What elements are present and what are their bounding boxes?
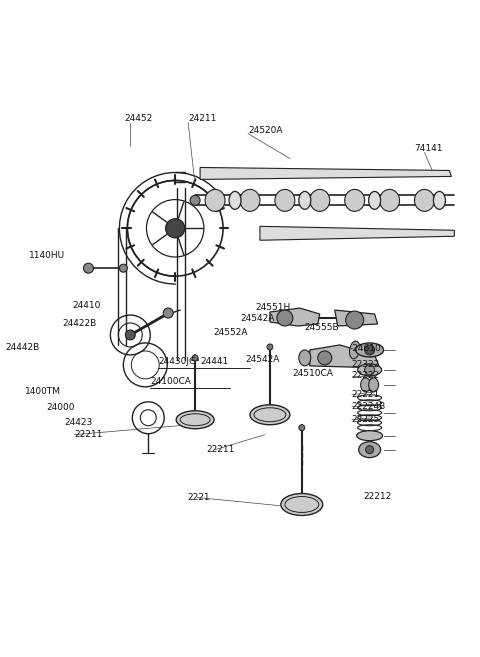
Polygon shape — [260, 226, 455, 240]
Text: 24442B: 24442B — [6, 344, 40, 352]
Ellipse shape — [357, 431, 383, 441]
Ellipse shape — [205, 189, 225, 212]
Ellipse shape — [299, 191, 311, 210]
Circle shape — [84, 263, 94, 273]
Circle shape — [190, 195, 200, 206]
Ellipse shape — [358, 364, 382, 376]
Text: 24542A: 24542A — [245, 355, 279, 365]
Polygon shape — [335, 310, 378, 326]
Text: 22225: 22225 — [352, 415, 380, 424]
Ellipse shape — [345, 189, 365, 212]
Text: 24430JC: 24430JC — [158, 357, 195, 367]
Ellipse shape — [229, 191, 241, 210]
Circle shape — [346, 311, 364, 329]
Text: 24520A: 24520A — [248, 126, 282, 135]
Circle shape — [166, 219, 185, 238]
Circle shape — [192, 355, 198, 361]
Circle shape — [120, 264, 127, 272]
Text: 24211: 24211 — [188, 114, 216, 123]
Text: -24610: -24610 — [350, 344, 382, 353]
Text: 24000: 24000 — [47, 403, 75, 413]
Circle shape — [299, 424, 305, 431]
Text: 22212: 22212 — [364, 492, 392, 501]
Circle shape — [267, 344, 273, 350]
Ellipse shape — [250, 405, 290, 424]
Text: 22211: 22211 — [74, 430, 103, 439]
Text: 1400TM: 1400TM — [24, 388, 60, 396]
Text: 24100CA: 24100CA — [150, 377, 191, 386]
Text: 24510CA: 24510CA — [293, 369, 334, 378]
Text: 22322: 22322 — [352, 361, 380, 369]
Circle shape — [366, 445, 373, 453]
Text: 74141: 74141 — [415, 144, 443, 153]
Circle shape — [318, 351, 332, 365]
Ellipse shape — [176, 411, 214, 429]
Circle shape — [125, 330, 135, 340]
Text: 2221: 2221 — [187, 493, 210, 502]
Polygon shape — [200, 168, 451, 179]
Ellipse shape — [240, 189, 260, 212]
Circle shape — [365, 345, 374, 355]
Ellipse shape — [299, 350, 311, 366]
Ellipse shape — [275, 189, 295, 212]
Ellipse shape — [281, 493, 323, 516]
Circle shape — [277, 310, 293, 326]
Ellipse shape — [369, 191, 381, 210]
Text: 24551H: 24551H — [255, 303, 290, 311]
Text: 24423: 24423 — [64, 419, 93, 427]
Text: 24552A: 24552A — [213, 328, 248, 338]
Polygon shape — [270, 308, 320, 326]
Ellipse shape — [369, 378, 379, 392]
Ellipse shape — [380, 189, 399, 212]
Ellipse shape — [349, 341, 360, 359]
Ellipse shape — [360, 378, 371, 392]
Ellipse shape — [310, 189, 330, 212]
Text: 24555B: 24555B — [305, 323, 339, 332]
Text: 24441: 24441 — [200, 357, 228, 367]
Ellipse shape — [356, 343, 384, 357]
Text: 22222: 22222 — [352, 371, 380, 380]
Ellipse shape — [433, 191, 445, 210]
Text: 22224B: 22224B — [352, 402, 386, 411]
Circle shape — [163, 308, 173, 318]
Text: 24542A: 24542A — [240, 313, 275, 323]
Text: 24452: 24452 — [124, 114, 153, 123]
Text: 22221: 22221 — [352, 390, 380, 399]
Circle shape — [365, 365, 374, 375]
Text: 24410: 24410 — [72, 300, 101, 309]
Ellipse shape — [415, 189, 434, 212]
Text: 24422B: 24422B — [62, 319, 97, 328]
Text: 1140HU: 1140HU — [29, 251, 65, 260]
Polygon shape — [310, 345, 380, 368]
Ellipse shape — [359, 442, 381, 458]
Text: 22211: 22211 — [206, 445, 234, 454]
